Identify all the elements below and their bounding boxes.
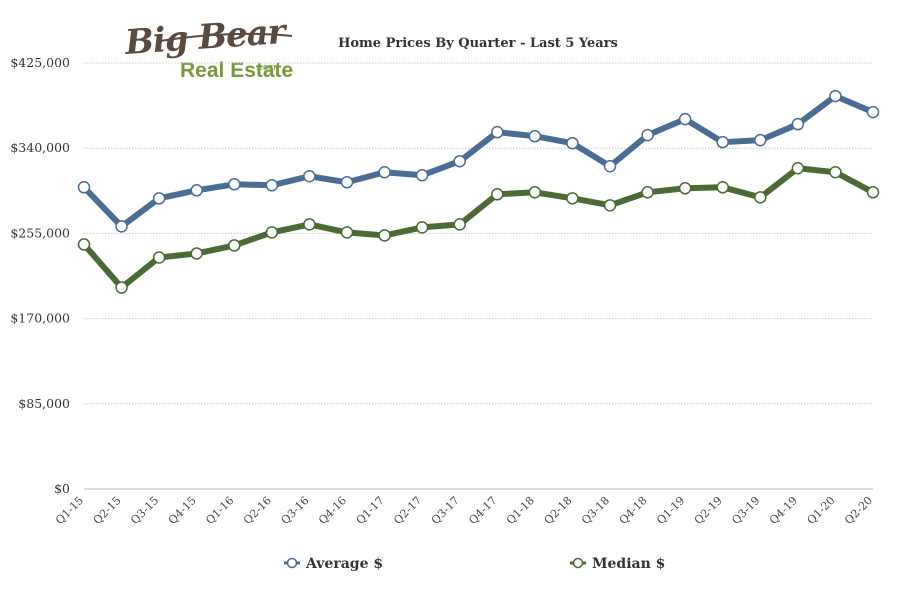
data-point[interactable] [678,182,692,195]
legend-label: Average $ [305,556,383,572]
data-point[interactable] [152,251,166,264]
x-tick-label: Q1-16 [203,494,236,527]
y-tick-label: $255,000 [10,225,70,240]
y-axis: $0 $85,000 $170,000 $255,000 $340,000 $425,00… [10,55,70,496]
data-point[interactable] [340,176,354,189]
x-tick-label: Q3-17 [429,494,462,527]
data-point[interactable] [115,220,128,233]
x-tick-label: Q1-20 [805,494,838,527]
data-point[interactable] [603,159,617,173]
legend-item[interactable]: Average $ [284,556,383,572]
y-tick-label: $425,000 [10,55,70,70]
legend-marker [572,557,584,569]
data-point[interactable] [491,188,504,201]
data-point[interactable] [190,184,203,197]
data-point[interactable] [866,105,880,119]
data-point[interactable] [77,181,91,194]
data-point[interactable] [228,178,241,191]
x-tick-label: Q2-17 [391,494,424,527]
x-tick-label: Q3-15 [128,494,161,527]
x-tick-label: Q4-19 [767,494,800,527]
data-point[interactable] [378,166,391,179]
data-point[interactable] [265,226,279,239]
data-point[interactable] [791,161,805,175]
data-point[interactable] [77,238,91,251]
data-point[interactable] [265,179,279,192]
x-tick-label: Q3-18 [579,494,612,527]
series-line [81,93,876,230]
logo-swoosh [159,32,293,42]
logo-name: Big Bear [123,12,289,63]
chart-title: Home Prices By Quarter - Last 5 Years [338,36,618,51]
data-point[interactable] [603,199,617,212]
data-point[interactable] [491,125,504,139]
data-point[interactable] [829,89,842,103]
logo: Big Bear Real Estate .com [123,12,293,82]
data-point[interactable] [340,226,354,239]
series-line [81,165,876,291]
legend-item[interactable]: Median $ [570,556,665,572]
data-point[interactable] [528,129,542,143]
data-point[interactable] [453,154,466,168]
data-point[interactable] [641,186,654,199]
logo-subtitle: Real Estate [180,59,293,82]
data-point[interactable] [528,186,542,199]
x-tick-label: Q2-15 [91,494,124,527]
data-point[interactable] [378,229,391,242]
data-point[interactable] [415,169,429,182]
x-tick-label: Q1-19 [654,494,687,527]
x-tick-label: Q4-18 [617,494,650,527]
data-point[interactable] [866,186,880,199]
x-tick-label: Q2-18 [542,494,575,527]
data-point[interactable] [303,218,316,231]
x-axis: Q1-15 Q2-15 Q3-15 Q4-15 Q1-16 Q2-16 Q3-16 Q4-16… [53,494,875,527]
data-point[interactable] [754,191,767,204]
x-tick-label: Q3-19 [729,494,762,527]
data-point[interactable] [754,133,767,147]
data-point[interactable] [303,170,316,183]
series [77,89,880,294]
x-tick-label: Q4-16 [316,494,349,527]
data-point[interactable] [566,136,579,150]
y-tick-label: $340,000 [10,140,70,155]
series-median [77,161,880,294]
legend-label: Median $ [592,556,665,572]
data-point[interactable] [115,281,128,294]
y-tick-label: $0 [54,481,70,496]
series-average [77,89,880,233]
data-point[interactable] [716,135,729,149]
data-point[interactable] [152,192,166,205]
data-point[interactable] [453,218,466,231]
data-point[interactable] [641,128,654,142]
x-tick-label: Q1-17 [354,494,387,527]
x-tick-label: Q2-20 [842,494,875,527]
y-tick-label: $85,000 [18,396,70,411]
x-tick-label: Q1-18 [504,494,537,527]
data-point[interactable] [791,117,805,131]
x-tick-label: Q3-16 [279,494,312,527]
legend-marker [286,557,298,569]
data-point[interactable] [415,221,429,234]
x-tick-label: Q1-15 [53,494,86,527]
x-tick-label: Q2-19 [692,494,725,527]
x-tick-label: Q2-16 [241,494,274,527]
x-tick-label: Q4-15 [166,494,199,527]
grid [84,62,873,490]
legend: Average $ Median $ [284,556,665,572]
data-point[interactable] [678,112,692,126]
data-point[interactable] [190,247,203,260]
data-point[interactable] [228,239,241,252]
x-tick-label: Q4-17 [466,494,499,527]
data-point[interactable] [716,181,729,194]
data-point[interactable] [566,192,579,205]
logo-suffix: .com [256,62,276,72]
y-tick-label: $170,000 [10,311,70,326]
data-point[interactable] [829,166,842,179]
